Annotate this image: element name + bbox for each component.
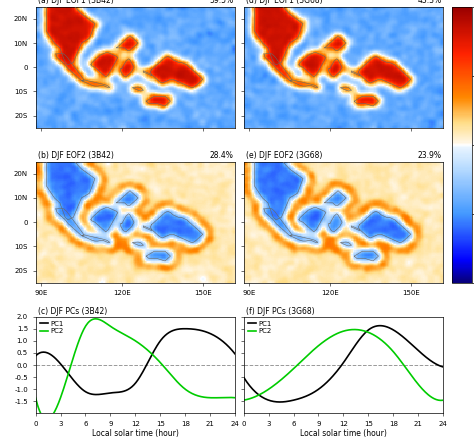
Legend: PC1, PC2: PC1, PC2 [39,320,64,335]
PC2 [87,318,92,324]
PC1 [253,389,258,395]
PC1 [182,326,188,331]
PC1 [279,399,284,405]
PC2 [232,395,238,401]
PC1 [94,392,100,397]
PC1 [432,361,438,366]
PC2 [41,415,46,420]
Text: 59.5%: 59.5% [209,0,233,5]
Text: 28.4%: 28.4% [210,152,233,160]
PC2 [431,396,437,401]
PC1 [440,364,446,370]
PC1 [45,350,50,356]
Line: PC1: PC1 [244,326,443,402]
PC2 [278,377,283,383]
Text: (b) DJF EOF2 (3B42): (b) DJF EOF2 (3B42) [37,152,113,160]
Text: (c) DJF PCs (3B42): (c) DJF PCs (3B42) [37,307,107,316]
PC2 [253,394,258,399]
PC1 [249,385,255,391]
PC2 [217,395,223,401]
PC1 [377,323,383,329]
PC2 [71,354,76,359]
PC2 [33,395,38,401]
PC1 [33,353,38,358]
Line: PC1: PC1 [36,329,235,395]
PC2 [424,391,430,396]
Legend: PC1, PC2: PC1, PC2 [247,320,272,335]
Line: PC2: PC2 [244,329,443,401]
PC2 [93,316,99,321]
Text: 43.3%: 43.3% [417,0,441,5]
Text: (a) DJF EOF1 (3B42): (a) DJF EOF1 (3B42) [37,0,113,5]
PC2 [351,327,357,332]
PC1 [41,350,46,355]
PC2 [44,417,49,422]
PC1 [224,342,230,348]
PC1 [217,337,223,342]
PC1 [295,396,301,402]
PC2 [438,398,444,403]
Text: (d) DJF EOF1 (3G68): (d) DJF EOF1 (3G68) [246,0,322,5]
PC2 [249,396,255,401]
X-axis label: Local solar time (hour): Local solar time (hour) [92,429,179,438]
PC2 [241,397,246,403]
Text: 23.9%: 23.9% [417,152,441,160]
Text: (f) DJF PCs (3G68): (f) DJF PCs (3G68) [246,307,314,316]
PC1 [425,356,431,362]
Text: (e) DJF EOF2 (3G68): (e) DJF EOF2 (3G68) [246,152,322,160]
X-axis label: Local solar time (hour): Local solar time (hour) [300,429,387,438]
PC1 [70,376,75,382]
Line: PC2: PC2 [36,319,235,419]
PC1 [241,375,246,380]
PC2 [224,395,230,400]
PC2 [440,397,446,403]
PC1 [277,399,283,405]
PC2 [294,363,300,368]
PC1 [232,351,238,357]
PC1 [86,391,91,396]
PC2 [46,416,52,422]
